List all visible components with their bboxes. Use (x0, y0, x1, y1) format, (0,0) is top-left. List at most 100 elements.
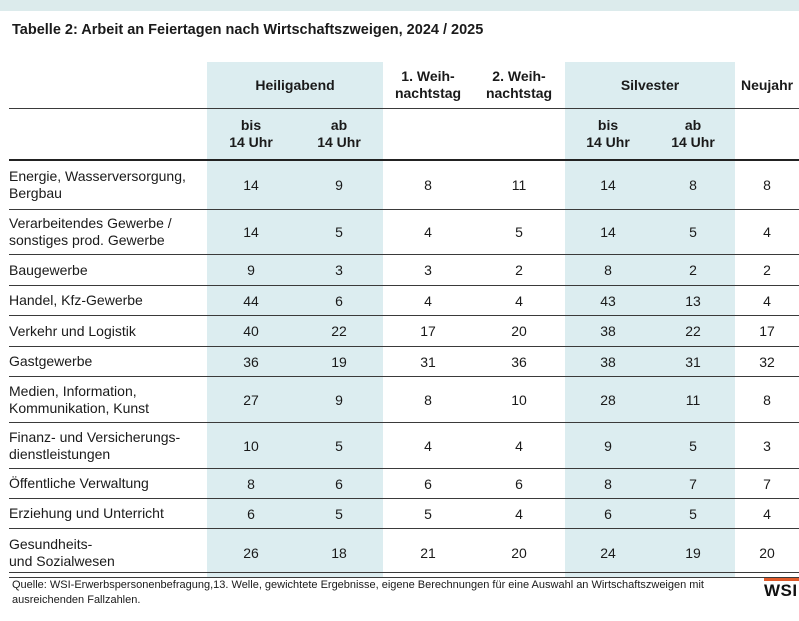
value-cell: 43 (565, 285, 652, 316)
sector-label-line: Öffentliche Verwaltung (9, 475, 149, 491)
header-line: ab (330, 117, 348, 133)
value-cell: 4 (473, 285, 566, 316)
value-cell: 6 (295, 468, 384, 499)
value-cell: 9 (295, 376, 384, 423)
header-neujahr: Neujahr (735, 62, 799, 109)
value-cell: 6 (473, 468, 566, 499)
sector-label: Baugewerbe (9, 254, 207, 286)
value-cell: 17 (383, 315, 474, 347)
value-cell: 5 (295, 422, 384, 469)
value-cell: 31 (651, 346, 736, 377)
value-cell: 3 (383, 254, 474, 286)
value-cell: 3 (735, 422, 799, 469)
sector-label: Gastgewerbe (9, 346, 207, 377)
sector-label-line: Verarbeitendes Gewerbe / (9, 215, 172, 231)
value-cell: 4 (383, 422, 474, 469)
header-line: 14 Uhr (671, 134, 715, 150)
value-cell: 22 (295, 315, 384, 347)
header-empty-cell (383, 108, 474, 161)
header-line: 14 Uhr (317, 134, 361, 150)
value-cell: 40 (207, 315, 295, 347)
header-line: bis (597, 117, 619, 133)
value-cell: 5 (295, 209, 384, 255)
value-cell: 20 (735, 528, 799, 578)
sector-label: Medien, Information, Kommunikation, Kunst (9, 376, 207, 423)
value-cell: 18 (295, 528, 384, 578)
value-cell: 8 (383, 160, 474, 210)
sector-label: Handel, Kfz-Gewerbe (9, 285, 207, 316)
value-cell: 38 (565, 346, 652, 377)
value-cell: 3 (295, 254, 384, 286)
sector-label: Finanz- und Versicherungs-dienstleistung… (9, 422, 207, 469)
sector-label-line: Kommunikation, Kunst (9, 399, 150, 416)
holiday-work-table: Heiligabend 1. Weih-nachtstag 2. Weih-na… (9, 62, 799, 578)
table-row: Verarbeitendes Gewerbe / sonstiges prod. … (9, 209, 799, 255)
table-bottom-rule (9, 572, 799, 573)
sector-label-line: sonstiges prod. Gewerbe (9, 232, 165, 248)
value-cell: 5 (651, 209, 736, 255)
logo-text: WSI (764, 581, 798, 600)
value-cell: 21 (383, 528, 474, 578)
header-heiligabend-bis-14: bis 14 Uhr (207, 108, 295, 161)
sector-label-line: Bergbau (9, 185, 62, 201)
value-cell: 8 (565, 468, 652, 499)
value-cell: 14 (207, 160, 295, 210)
header-silvester: Silvester (565, 62, 736, 109)
table-row: Gesundheits-und Sozialwesen 26 18 21 20 24 19 2… (9, 528, 799, 578)
header-heiligabend-ab-14: ab 14 Uhr (295, 108, 384, 161)
sector-label: Energie, Wasserversorgung, Bergbau (9, 160, 207, 210)
header-line: 14 Uhr (586, 134, 630, 150)
header-line: nachtstag (394, 85, 462, 101)
sector-label-line: Energie, Wasserversorgung, (9, 168, 186, 184)
value-cell: 5 (651, 498, 736, 529)
value-cell: 17 (735, 315, 799, 347)
table-row: Finanz- und Versicherungs-dienstleistung… (9, 422, 799, 469)
value-cell: 5 (473, 209, 566, 255)
value-cell: 13 (651, 285, 736, 316)
value-cell: 8 (735, 376, 799, 423)
sector-label-line: Erziehung und Unterricht (9, 505, 164, 521)
value-cell: 28 (565, 376, 652, 423)
header-line: ab (684, 117, 702, 133)
value-cell: 8 (565, 254, 652, 286)
value-cell: 2 (473, 254, 566, 286)
sector-label-line: Baugewerbe (9, 261, 88, 278)
value-cell: 31 (383, 346, 474, 377)
value-cell: 14 (565, 209, 652, 255)
header-line: bis (240, 117, 262, 133)
table-row: Energie, Wasserversorgung, Bergbau 14 9 8 11 1… (9, 160, 799, 210)
table-row: Öffentliche Verwaltung 8 6 6 6 8 7 7 (9, 468, 799, 499)
source-note: Quelle: WSI-Erwerbspersonenbefragung,13.… (12, 579, 704, 606)
value-cell: 4 (735, 498, 799, 529)
table-row: Verkehr und Logistik 40 22 17 20 38 22 17 (9, 315, 799, 347)
header-line: 14 Uhr (229, 134, 273, 150)
sector-label-line: und Sozialwesen (9, 553, 115, 569)
value-cell: 9 (565, 422, 652, 469)
sector-label: Gesundheits-und Sozialwesen (9, 528, 207, 578)
value-cell: 4 (473, 498, 566, 529)
value-cell: 4 (383, 209, 474, 255)
header-silvester-ab-14: ab 14 Uhr (651, 108, 736, 161)
value-cell: 6 (383, 468, 474, 499)
value-cell: 7 (735, 468, 799, 499)
value-cell: 8 (383, 376, 474, 423)
sector-label-line: Handel, Kfz-Gewerbe (9, 292, 143, 308)
logo-accent-bar (764, 578, 799, 581)
value-cell: 36 (473, 346, 566, 377)
value-cell: 11 (473, 160, 566, 210)
sector-label-line: Medien, Information, (9, 382, 137, 399)
value-cell: 36 (207, 346, 295, 377)
value-cell: 4 (735, 209, 799, 255)
value-cell: 4 (383, 285, 474, 316)
value-cell: 27 (207, 376, 295, 423)
value-cell: 8 (651, 160, 736, 210)
value-cell: 10 (473, 376, 566, 423)
header-heiligabend: Heiligabend (207, 62, 384, 109)
value-cell: 14 (207, 209, 295, 255)
value-cell: 8 (207, 468, 295, 499)
value-cell: 22 (651, 315, 736, 347)
sector-label: Verkehr und Logistik (9, 315, 207, 347)
value-cell: 19 (295, 346, 384, 377)
header-empty-cell (9, 108, 207, 161)
value-cell: 9 (295, 160, 384, 210)
